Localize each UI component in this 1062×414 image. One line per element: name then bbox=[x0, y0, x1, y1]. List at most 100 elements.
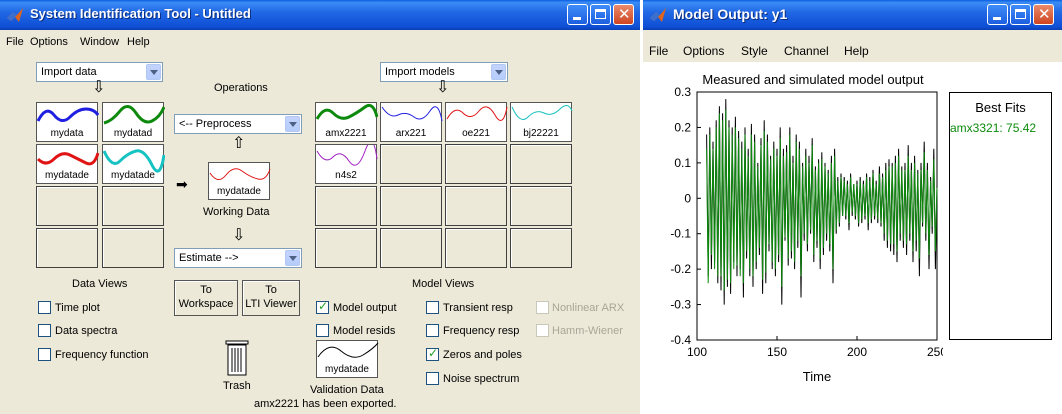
menu-style[interactable]: Style bbox=[741, 44, 768, 58]
data-tile-label: mydata bbox=[50, 128, 84, 139]
nonlinear-arx-label: Nonlinear ARX bbox=[552, 302, 625, 314]
sysid-title: System Identification Tool - Untitled bbox=[30, 6, 251, 21]
menu-options[interactable]: Options bbox=[30, 36, 68, 48]
menu-options[interactable]: Options bbox=[683, 44, 725, 58]
simulated-output-line[interactable] bbox=[706, 109, 938, 291]
validation-data-tile[interactable]: mydatade bbox=[316, 340, 379, 378]
zeros-and-poles-checkbox[interactable] bbox=[426, 346, 439, 361]
nonlinear-arx-checkbox[interactable] bbox=[536, 301, 549, 314]
model-tile-label: oe221 bbox=[462, 128, 490, 139]
minimize-button[interactable] bbox=[987, 4, 1008, 25]
output-menubar: File Options Style Channel Help bbox=[643, 40, 1062, 60]
model-tile-label: amx2221 bbox=[325, 128, 367, 139]
minimize-icon bbox=[993, 17, 1001, 20]
trash-icon[interactable] bbox=[224, 340, 250, 376]
data-tile[interactable]: mydata bbox=[36, 102, 99, 142]
empty-data-slot[interactable] bbox=[36, 228, 98, 268]
model-output-checkbox[interactable] bbox=[316, 299, 329, 314]
y-tick-label: -0.3 bbox=[670, 298, 691, 312]
transient-resp-label: Transient resp bbox=[443, 302, 513, 314]
data-wave-icon bbox=[209, 168, 271, 180]
frequency-resp-label: Frequency resp bbox=[443, 325, 520, 337]
model-wave-icon bbox=[316, 103, 378, 120]
time-plot-checkbox[interactable] bbox=[38, 301, 51, 314]
data-views-label: Data Views bbox=[72, 278, 128, 290]
estimate-select[interactable]: Estimate --> bbox=[174, 248, 302, 268]
data-tile[interactable]: mydatade bbox=[102, 144, 165, 184]
menu-window[interactable]: Window bbox=[80, 36, 120, 48]
zeros-and-poles-label: Zeros and poles bbox=[443, 349, 522, 361]
model-resids-checkbox[interactable] bbox=[316, 324, 329, 337]
import-data-select[interactable]: Import data bbox=[36, 62, 163, 82]
import-models-value: Import models bbox=[385, 66, 455, 78]
output-title: Model Output: y1 bbox=[673, 6, 788, 22]
to-workspace-button[interactable]: To Workspace bbox=[174, 280, 238, 316]
minimize-button[interactable] bbox=[567, 4, 588, 25]
maximize-button[interactable] bbox=[1010, 4, 1031, 25]
frequency-resp-checkbox[interactable] bbox=[426, 324, 439, 337]
empty-model-slot[interactable] bbox=[315, 186, 377, 226]
chevron-down-icon[interactable] bbox=[285, 250, 300, 266]
empty-model-slot[interactable] bbox=[510, 186, 572, 226]
model-tile[interactable]: oe221 bbox=[445, 102, 508, 142]
empty-model-slot[interactable] bbox=[380, 186, 442, 226]
empty-data-slot[interactable] bbox=[36, 186, 98, 226]
matlab-logo-icon bbox=[7, 8, 23, 22]
empty-data-slot[interactable] bbox=[102, 186, 164, 226]
menu-help[interactable]: Help bbox=[844, 44, 869, 58]
validation-data-name: mydatade bbox=[325, 364, 369, 375]
chevron-down-icon[interactable] bbox=[491, 64, 506, 80]
to-lti-line1: To bbox=[265, 284, 277, 296]
import-models-select[interactable]: Import models bbox=[380, 62, 508, 82]
transient-resp-checkbox[interactable] bbox=[426, 301, 439, 314]
menu-file[interactable]: File bbox=[6, 36, 24, 48]
frequency-function-checkbox[interactable] bbox=[38, 348, 51, 361]
chart-title: Measured and simulated model output bbox=[702, 72, 924, 87]
empty-model-slot[interactable] bbox=[510, 144, 572, 184]
output-chart[interactable]: Measured and simulated model output 0.3 0… bbox=[643, 62, 943, 392]
data-wave-icon bbox=[37, 107, 99, 122]
model-tile[interactable]: arx221 bbox=[380, 102, 443, 142]
model-tile[interactable]: amx2221 bbox=[315, 102, 378, 142]
close-button[interactable]: ✕ bbox=[1033, 4, 1054, 25]
validation-data-label: Validation Data bbox=[310, 384, 384, 396]
hamm-wiener-checkbox[interactable] bbox=[536, 324, 549, 337]
empty-model-slot[interactable] bbox=[510, 228, 572, 268]
menu-channel[interactable]: Channel bbox=[784, 44, 829, 58]
maximize-button[interactable] bbox=[590, 4, 611, 25]
minimize-icon bbox=[573, 17, 581, 20]
output-titlebar[interactable]: Model Output: y1 ✕ bbox=[643, 0, 1062, 30]
maximize-icon bbox=[595, 9, 606, 19]
model-tile[interactable]: n4s2 bbox=[315, 144, 378, 184]
data-tile[interactable]: mydatade bbox=[36, 144, 99, 184]
measured-output-line[interactable] bbox=[706, 99, 938, 305]
sysid-titlebar[interactable]: System Identification Tool - Untitled ✕ bbox=[0, 0, 640, 30]
model-tile-label: bj22221 bbox=[523, 128, 559, 139]
data-tile[interactable]: mydatad bbox=[102, 102, 165, 142]
data-wave-icon bbox=[103, 105, 165, 125]
to-workspace-line2: Workspace bbox=[178, 298, 234, 310]
preprocess-select[interactable]: <-- Preprocess bbox=[174, 114, 302, 134]
empty-model-slot[interactable] bbox=[380, 228, 442, 268]
chevron-down-icon[interactable] bbox=[146, 64, 161, 80]
chevron-down-icon[interactable] bbox=[285, 116, 300, 132]
noise-spectrum-checkbox[interactable] bbox=[426, 372, 439, 385]
empty-model-slot[interactable] bbox=[445, 228, 507, 268]
empty-model-slot[interactable] bbox=[445, 186, 507, 226]
empty-model-slot[interactable] bbox=[315, 228, 377, 268]
empty-model-slot[interactable] bbox=[380, 144, 442, 184]
down-arrow-icon: ⇩ bbox=[436, 79, 450, 96]
x-tick-label: 100 bbox=[687, 345, 707, 359]
menu-help[interactable]: Help bbox=[127, 36, 150, 48]
model-tile[interactable]: bj22221 bbox=[510, 102, 573, 142]
working-data-tile[interactable]: mydatade bbox=[208, 162, 271, 200]
to-lti-viewer-button[interactable]: To LTI Viewer bbox=[242, 280, 300, 316]
close-button[interactable]: ✕ bbox=[613, 4, 634, 25]
best-fit-entry[interactable]: amx3321: 75.42 bbox=[950, 121, 1037, 135]
preprocess-value: <-- Preprocess bbox=[179, 118, 252, 130]
data-spectra-checkbox[interactable] bbox=[38, 324, 51, 337]
plot-area[interactable] bbox=[696, 91, 938, 341]
empty-model-slot[interactable] bbox=[445, 144, 507, 184]
empty-data-slot[interactable] bbox=[102, 228, 164, 268]
menu-file[interactable]: File bbox=[649, 44, 669, 58]
